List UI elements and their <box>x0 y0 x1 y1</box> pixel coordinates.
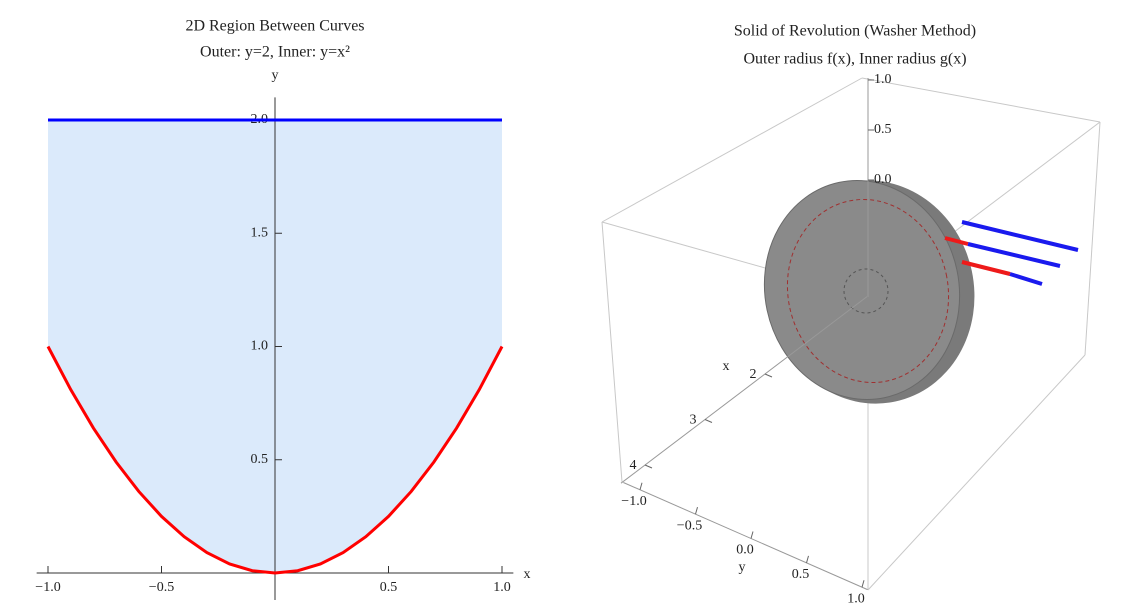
x-tick-label: 3 <box>690 413 697 428</box>
y-tick-label: 0.5 <box>792 567 810 582</box>
y-tick <box>806 555 809 563</box>
x-tick-label: 4 <box>630 458 637 473</box>
chart-title: Solid of Revolution (Washer Method) <box>734 23 976 40</box>
y-axis-label: y <box>272 68 279 83</box>
y-tick <box>695 507 698 515</box>
x-tick-label: 2 <box>750 367 757 382</box>
y-axis-label: y <box>739 560 746 575</box>
chart-subtitle: Outer radius f(x), Inner radius g(x) <box>743 51 966 68</box>
y-tick-label: 0.0 <box>736 543 754 558</box>
z-tick-label: 0.0 <box>874 172 892 187</box>
y-tick <box>861 580 865 588</box>
curve <box>46 345 504 575</box>
washer-solid <box>763 180 1079 404</box>
y-tick-label: 1.0 <box>251 339 269 354</box>
z-tick-label: 0.5 <box>874 122 892 137</box>
x-tick <box>644 464 653 469</box>
x-axis-label: x <box>524 567 531 582</box>
y-tick <box>639 482 643 490</box>
x-axis-label: x <box>723 359 730 374</box>
x-axis <box>620 296 868 484</box>
y-tick-label: −0.5 <box>677 518 702 533</box>
x-tick <box>764 373 773 378</box>
y-tick-label: 1.0 <box>847 591 865 606</box>
x-tick-label: 0.5 <box>380 580 398 595</box>
chart-title: 2D Region Between Curves <box>185 18 364 35</box>
y-axis <box>623 482 868 591</box>
y-tick-label: 1.5 <box>251 225 269 240</box>
x-tick-label: −0.5 <box>149 580 174 595</box>
x-tick-label: −1.0 <box>35 580 60 595</box>
chart-subtitle: Outer: y=2, Inner: y=x² <box>200 44 350 61</box>
x-tick-label: 1.0 <box>493 580 511 595</box>
z-tick-label: 1.0 <box>874 72 892 87</box>
y-tick <box>750 531 754 539</box>
y-tick-label: −1.0 <box>621 494 646 509</box>
x-tick <box>704 419 713 423</box>
y-tick-label: 0.5 <box>251 452 269 467</box>
